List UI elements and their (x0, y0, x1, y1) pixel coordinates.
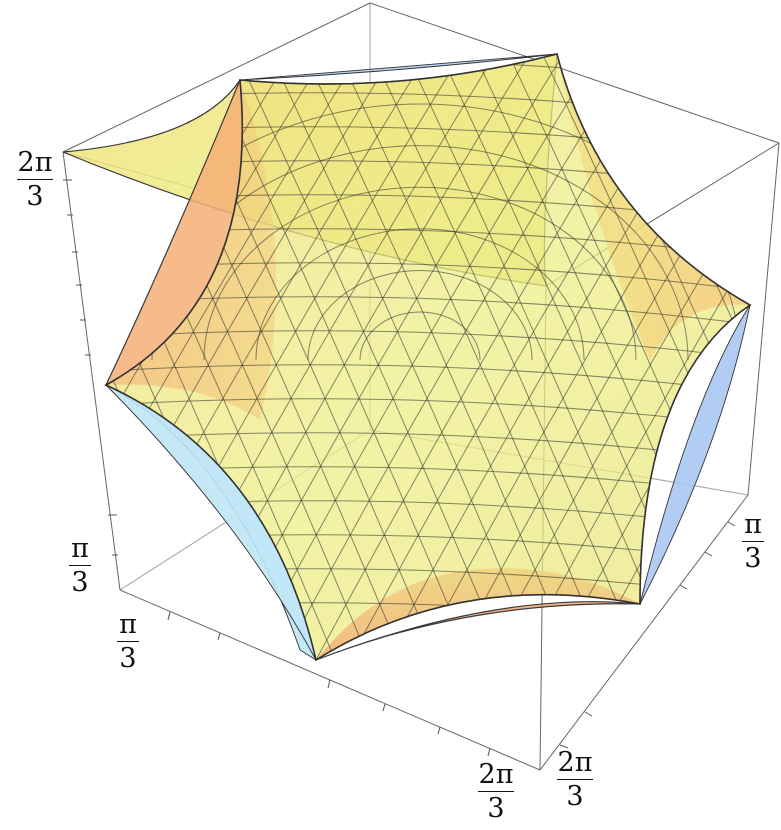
face-bottom (316, 568, 640, 660)
face-left (106, 80, 276, 420)
fraction-bar (557, 779, 593, 781)
axis-label-x-pi-over-3: π 3 (98, 610, 158, 674)
box-edge (539, 494, 749, 771)
mesh-line (255, 228, 585, 361)
face-right (557, 54, 750, 360)
mesh-line (106, 54, 369, 660)
mesh-line (106, 54, 437, 660)
fraction-denominator: 3 (487, 793, 505, 825)
tick (679, 584, 688, 590)
fraction-numerator: 2π (557, 747, 593, 778)
tick (727, 521, 736, 527)
axis-label-z-2pi-over-3: 2π 3 (5, 148, 65, 212)
axis-label-y-pi-over-3-right: π 3 (723, 510, 781, 574)
fraction-denominator: 3 (26, 181, 44, 213)
tick (437, 726, 441, 735)
hexagon-edge (104, 53, 752, 662)
tick (167, 611, 171, 621)
box-edge (747, 142, 780, 496)
fraction-numerator: 2π (478, 759, 514, 790)
blue-underside-top (239, 53, 558, 81)
tick (327, 679, 331, 689)
mesh-line (0, 40, 62, 720)
fraction-denominator: 3 (744, 543, 762, 575)
mesh-line (0, 40, 96, 720)
mesh-line (0, 40, 54, 720)
tick (704, 551, 713, 557)
mesh-line (0, 40, 88, 720)
mesh-line (203, 186, 637, 361)
axis-label-y-2pi-over-3-bottom: 2π 3 (545, 748, 605, 812)
tick (217, 632, 221, 641)
mesh-line (0, 40, 28, 720)
fraction-denominator: 3 (119, 643, 137, 675)
fraction-numerator: π (119, 609, 137, 640)
mesh-line (106, 364, 750, 397)
fraction-denominator: 3 (71, 567, 89, 599)
mesh-line (106, 54, 361, 660)
fraction-bar (69, 565, 91, 567)
mesh-line (359, 311, 481, 361)
fraction-numerator: π (71, 533, 89, 564)
mesh-line (40, 0, 780, 22)
mesh-line (106, 54, 335, 660)
box-edge (62, 2, 371, 153)
tick (559, 744, 569, 749)
fraction-numerator: π (744, 509, 762, 540)
mesh-line (0, 40, 20, 720)
tick (487, 747, 491, 757)
mesh-line (501, 54, 750, 660)
fraction-bar (117, 641, 139, 643)
mesh-line (106, 54, 750, 57)
axis-label-y-pi-over-3-left: π 3 (50, 534, 110, 598)
axis-label-x-2pi-over-3-bottom: 2π 3 (466, 760, 526, 824)
mesh-line (307, 269, 533, 361)
mesh-line (106, 54, 403, 660)
fraction-numerator: 2π (17, 147, 53, 178)
tick (382, 703, 386, 712)
box-edge (369, 2, 780, 144)
fraction-bar (17, 179, 53, 181)
fraction-bar (742, 541, 764, 543)
tick-marks (63, 179, 736, 757)
tick (584, 711, 593, 717)
fraction-denominator: 3 (566, 781, 584, 813)
box-edge (62, 151, 121, 591)
fraction-bar (478, 791, 514, 793)
